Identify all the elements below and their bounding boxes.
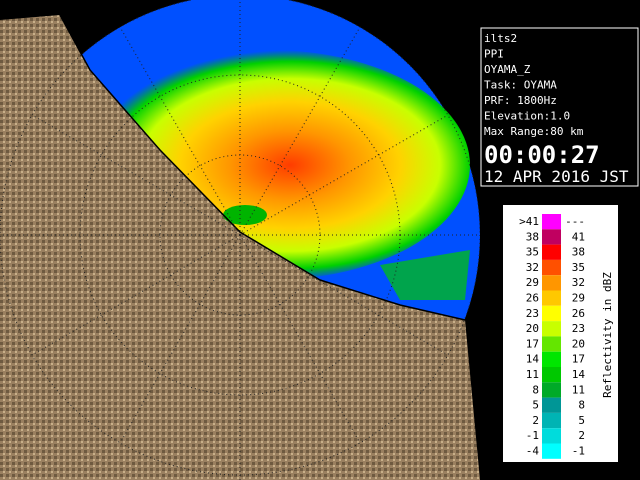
legend-low: 26	[526, 292, 539, 305]
legend-swatch	[542, 290, 561, 306]
legend-swatch	[542, 214, 561, 230]
legend-high: 29	[572, 292, 585, 305]
legend-swatch	[542, 336, 561, 352]
legend-low: -1	[526, 429, 539, 442]
info-line: ilts2	[484, 32, 517, 45]
info-lines: ilts2 PPI OYAMA_Z Task: OYAMA PRF: 1800Hz Ele…	[484, 32, 584, 138]
legend-high: 8	[578, 399, 585, 412]
legend-high: 11	[572, 383, 585, 396]
legend-swatch	[542, 428, 561, 444]
legend-swatch	[542, 259, 561, 276]
legend-low: 38	[526, 230, 539, 243]
legend-low: 11	[526, 368, 539, 381]
legend-swatch	[542, 229, 561, 245]
legend-low: 29	[526, 276, 539, 289]
info-box	[480, 27, 639, 187]
legend-swatch	[542, 397, 561, 413]
legend-high: 20	[572, 337, 585, 350]
legend-swatch	[542, 351, 561, 367]
range-rings	[0, 0, 480, 480]
info-line: PRF: 1800Hz	[484, 94, 557, 107]
legend-swatch	[542, 412, 561, 429]
legend-low: 35	[526, 246, 539, 259]
legend-low: 32	[526, 261, 539, 274]
legend-low: 14	[526, 353, 540, 366]
legend-low: 23	[526, 307, 539, 320]
legend-high: -1	[572, 445, 585, 458]
legend-high: 17	[572, 353, 585, 366]
legend-low: -4	[526, 445, 540, 458]
legend-high: 35	[572, 261, 585, 274]
legend-high: 41	[572, 230, 585, 243]
time: 00:00:27	[484, 141, 600, 169]
legend-low: 8	[532, 383, 539, 396]
info-line: OYAMA_Z	[484, 63, 531, 76]
legend-high: ---	[565, 215, 585, 228]
legend-high: 2	[578, 429, 585, 442]
legend-low: 2	[532, 414, 539, 427]
date: 12 APR 2016 JST	[484, 167, 629, 186]
info-line: Task: OYAMA	[484, 79, 557, 92]
info-line: Max Range:80 km	[484, 125, 584, 138]
legend-swatch	[542, 321, 561, 337]
radar-map	[0, 0, 480, 480]
legend-high: 26	[572, 307, 585, 320]
legend-swatch	[542, 443, 561, 459]
legend-low: 17	[526, 337, 539, 350]
info-line: Elevation:1.0	[484, 110, 570, 123]
legend-high: 32	[572, 276, 585, 289]
legend-high: 38	[572, 246, 585, 259]
legend-high: 5	[578, 414, 585, 427]
legend-high: 23	[572, 322, 585, 335]
legend-swatch	[542, 382, 561, 398]
info-line: PPI	[484, 48, 504, 61]
legend-swatch	[542, 367, 561, 383]
legend-swatch	[542, 305, 561, 322]
coastline	[59, 14, 466, 321]
legend-low: 5	[532, 399, 539, 412]
legend: >41 --- 38 41 35 38 32 35 29 32 26 29 23 26 20 23 17 20 14…	[519, 214, 585, 459]
legend-low: >41	[519, 215, 539, 228]
legend-high: 14	[572, 368, 586, 381]
legend-title: Reflectivity in dBZ	[601, 272, 614, 398]
legend-swatch	[542, 275, 561, 291]
legend-swatch	[542, 244, 561, 260]
legend-low: 20	[526, 322, 539, 335]
